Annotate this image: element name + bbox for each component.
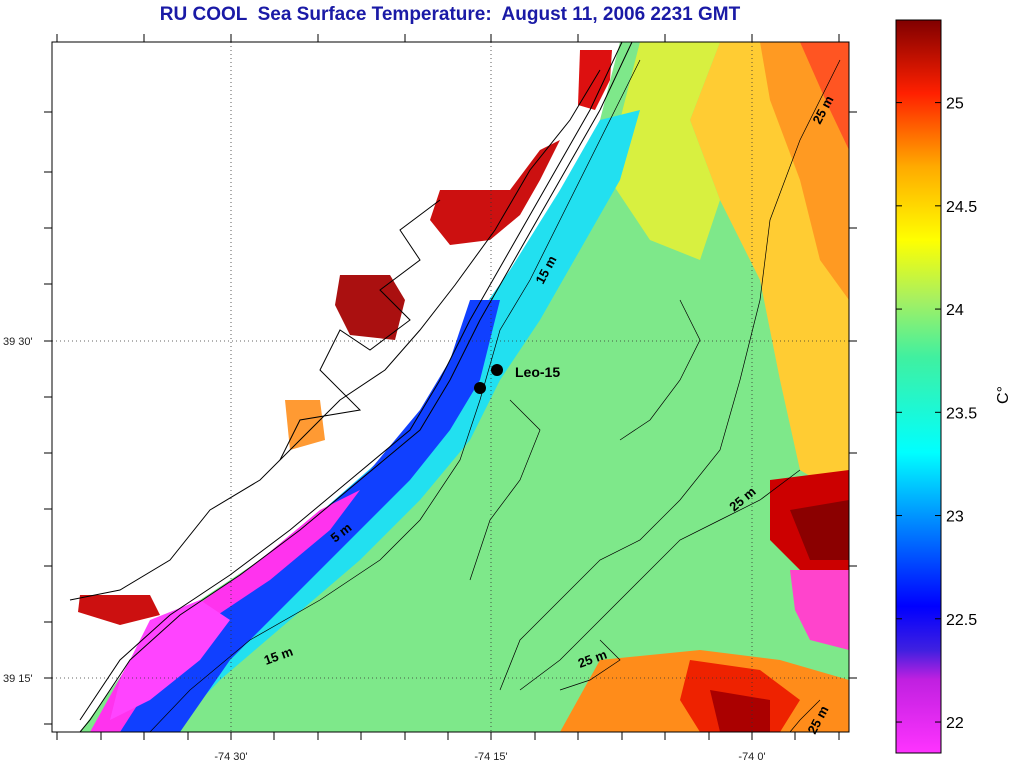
colorbar-tick-label: 23 bbox=[946, 509, 964, 526]
colorbar-tick-label: 25 bbox=[946, 96, 964, 113]
station-marker bbox=[491, 364, 503, 376]
map-border bbox=[51, 41, 850, 733]
station-marker bbox=[474, 382, 486, 394]
coastline bbox=[69, 42, 633, 732]
depth-contours bbox=[149, 59, 841, 732]
lat-tick-label: 39 15' bbox=[3, 673, 33, 685]
lon-tick-label: -74 0' bbox=[738, 751, 765, 763]
station-label: Leo-15 bbox=[515, 364, 560, 380]
map-title: RU COOL Sea Surface Temperature: August … bbox=[159, 4, 741, 25]
colorbar bbox=[895, 19, 942, 754]
colorbar-tick-label: 24.5 bbox=[946, 199, 977, 216]
sst-field bbox=[78, 42, 849, 732]
colorbar-tick-label: 22.5 bbox=[946, 612, 977, 629]
colorbar-tick-label: 23.5 bbox=[946, 405, 977, 422]
colorbar-tick-label: 24 bbox=[946, 302, 964, 319]
lat-tick-label: 39 30' bbox=[3, 336, 33, 348]
colorbar-ticks: 25 24.5 24 23.5 23 22.5 22 bbox=[896, 96, 977, 732]
graticule bbox=[52, 42, 849, 732]
axis-ticks bbox=[44, 34, 857, 740]
colorbar-unit-label: C° bbox=[995, 386, 1012, 404]
colorbar-tick-label: 22 bbox=[946, 715, 964, 732]
lon-tick-label: -74 15' bbox=[474, 751, 507, 763]
lon-tick-label: -74 30' bbox=[214, 751, 247, 763]
